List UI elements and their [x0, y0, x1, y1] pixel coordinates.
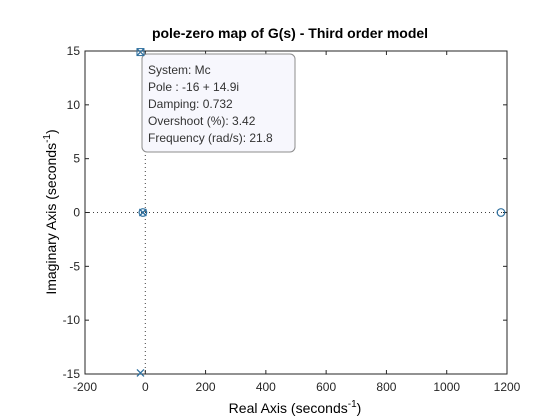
- datatip: System: Mc Pole : -16 + 14.9i Damping: 0.7…: [136, 48, 296, 153]
- y-axis-label: Imaginary Axis (seconds-1): [42, 129, 59, 294]
- zero-marker[interactable]: [496, 208, 506, 217]
- x-axis-ticks: -200 0 200 400 600 800 1000 1200: [73, 51, 521, 394]
- pole-marker-stroke: [136, 368, 145, 377]
- y-tick-label: -5: [69, 259, 80, 273]
- pole-marker-stroke: [138, 208, 147, 217]
- x-axis-label: Real Axis (seconds-1): [229, 399, 362, 416]
- datatip-line: System: Mc: [148, 63, 211, 77]
- x-axis-label-text: Real Axis (seconds: [229, 400, 348, 416]
- y-tick-label: -10: [63, 313, 81, 327]
- x-tick-label: 800: [376, 380, 396, 394]
- y-axis-label-superscript: -1: [42, 134, 53, 143]
- x-axis-label-superscript: -1: [348, 399, 357, 410]
- pole-marker[interactable]: [136, 368, 145, 377]
- datatip-line: Pole : -16 + 14.9i: [148, 80, 239, 94]
- datatip-box: [141, 53, 296, 153]
- zero-marker[interactable]: [138, 208, 148, 217]
- x-tick-label: 400: [256, 380, 276, 394]
- datatip-line: Frequency (rad/s): 21.8: [148, 131, 273, 145]
- y-tick-label: -15: [63, 367, 81, 381]
- x-tick-label: 200: [196, 380, 216, 394]
- y-axis-label-text: Imaginary Axis (seconds: [43, 143, 59, 295]
- x-tick-label: 1000: [433, 380, 460, 394]
- y-axis-label-close: ): [43, 129, 59, 134]
- y-axis-ticks: -15 -10 -5 0 5 10 15: [63, 44, 507, 381]
- x-tick-label: -200: [73, 380, 97, 394]
- x-tick-label: 1200: [494, 380, 521, 394]
- y-tick-label: 0: [73, 206, 80, 220]
- datatip-text-lines: System: Mc Pole : -16 + 14.9i Damping: 0.7…: [148, 63, 273, 145]
- x-axis-label-close: ): [357, 400, 362, 416]
- datatip-line: Overshoot (%): 3.42: [148, 114, 256, 128]
- chart-title: pole-zero map of G(s) - Third order mode…: [152, 25, 428, 41]
- y-tick-label: 15: [67, 44, 81, 58]
- datatip-line: Damping: 0.732: [148, 97, 233, 111]
- y-tick-label: 10: [67, 98, 81, 112]
- pole-marker[interactable]: [138, 208, 147, 217]
- datatip-anchor-marker: [136, 48, 145, 57]
- x-tick-label: 600: [316, 380, 336, 394]
- x-tick-label: 0: [142, 380, 149, 394]
- y-tick-label: 5: [73, 152, 80, 166]
